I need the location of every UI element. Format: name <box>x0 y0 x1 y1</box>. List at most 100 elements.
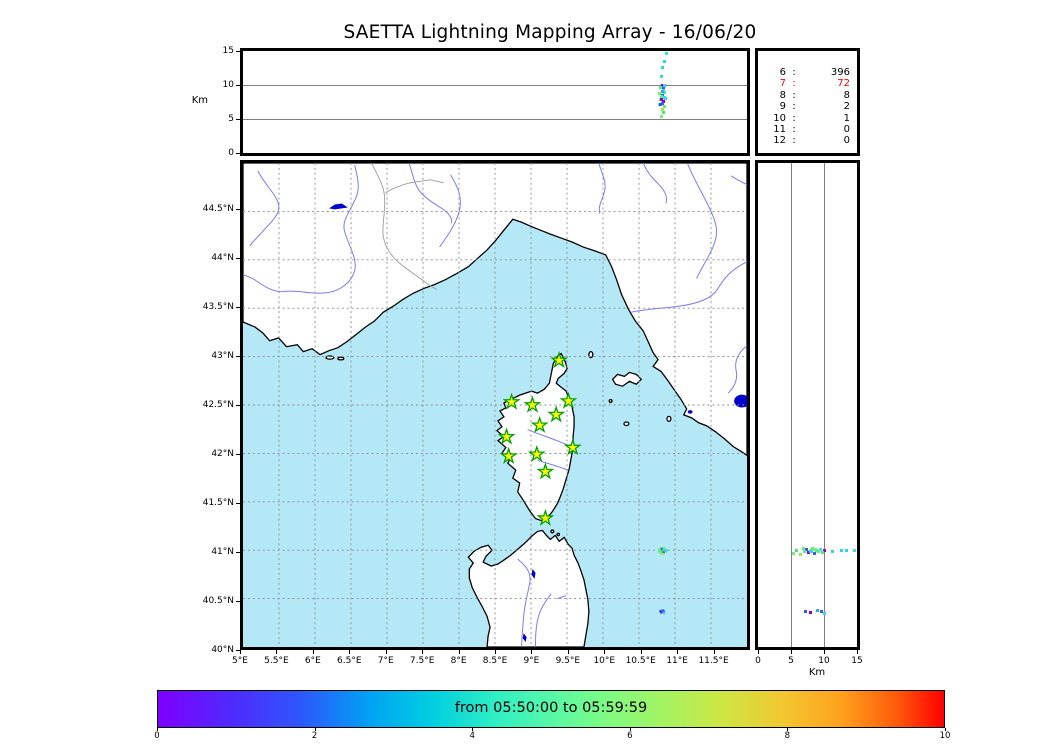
lon-tick-label: 7°E <box>377 656 394 666</box>
lightning-source-point <box>660 551 663 555</box>
river-top-ne <box>642 162 668 204</box>
lightning-source-point <box>661 107 665 111</box>
axis-tick <box>945 728 946 731</box>
lon-tick-label: 5.5°E <box>264 656 289 666</box>
altitude-tick-label: 10 <box>818 656 830 666</box>
station-count-row: 9: 2 <box>758 101 857 112</box>
lightning-source-point <box>820 550 824 554</box>
lightning-source-point <box>806 550 810 554</box>
axis-tick <box>531 650 533 654</box>
lightning-source-point <box>659 548 662 552</box>
lat-tick-label: 44°N <box>211 253 234 263</box>
axis-tick <box>236 356 240 357</box>
altitude-gridline <box>243 85 747 86</box>
lightning-source-point <box>664 52 668 56</box>
axis-tick <box>240 650 241 654</box>
lat-tick-label: 43.5°N <box>202 302 234 312</box>
separator: : <box>792 78 796 90</box>
axis-tick <box>713 650 715 654</box>
axis-tick <box>276 650 278 654</box>
axis-tick <box>236 119 240 120</box>
separator: : <box>792 89 796 101</box>
lightning-source-point <box>822 611 826 615</box>
top-panel-y-axis-label: Km <box>191 95 208 106</box>
lightning-source-point <box>663 60 667 64</box>
lma-station-star <box>499 446 518 464</box>
lightning-source-point <box>812 551 816 555</box>
lon-tick-label: 8.5°E <box>482 656 508 666</box>
lightning-source-point <box>811 546 815 550</box>
lma-station-star <box>536 508 555 526</box>
axis-tick <box>236 405 240 406</box>
colorbar-tick-label: 6 <box>627 731 633 741</box>
lake-coghinas <box>531 568 536 579</box>
lightning-source-point <box>660 65 664 69</box>
river-sardinia-a <box>517 558 531 648</box>
axis-tick <box>312 650 314 654</box>
lat-tick-label: 41.5°N <box>202 498 234 508</box>
separator: : <box>792 67 796 78</box>
lon-tick-label: 9°E <box>523 656 540 666</box>
axis-tick <box>458 650 460 654</box>
lightning-source-point <box>658 92 662 96</box>
lightning-source-point <box>661 86 665 90</box>
station-source-count: 72 <box>837 78 850 90</box>
lma-station-star <box>563 438 582 456</box>
axis-tick <box>677 650 679 654</box>
colorbar-tick-label: 0 <box>154 731 160 741</box>
station-id: 11 <box>773 124 786 136</box>
axis-tick <box>787 728 789 731</box>
lightning-source-point <box>660 610 663 614</box>
lightning-source-point <box>659 102 663 106</box>
lightning-source-point <box>802 546 806 550</box>
axis-tick <box>236 650 240 651</box>
axis-tick <box>236 209 240 210</box>
lon-tick-label: 11.5°E <box>698 656 729 666</box>
station-count-row: 11: 0 <box>758 124 857 135</box>
axis-tick <box>791 650 792 654</box>
station-count-row: 10: 1 <box>758 113 857 124</box>
lightning-source-point <box>659 95 663 99</box>
orbetello-lagoon <box>687 410 693 414</box>
lake-serre-poncon <box>328 203 348 210</box>
lightning-source-point <box>660 547 664 551</box>
lightning-source-point <box>803 549 807 553</box>
elba-island <box>611 371 643 387</box>
lightning-source-point <box>819 609 823 613</box>
lightning-source-point <box>818 547 822 551</box>
station-count-row: 7: 72 <box>758 78 857 89</box>
separator: : <box>792 101 796 113</box>
map-panel <box>240 160 750 650</box>
lma-station-star <box>497 427 516 445</box>
lightning-source-point <box>804 609 808 613</box>
lightning-source-point <box>662 546 666 550</box>
maddalena-islet-2 <box>556 532 561 537</box>
capraia-island <box>588 351 594 359</box>
lightning-source-point <box>839 548 843 552</box>
colorbar-tick-label: 8 <box>784 731 791 741</box>
axis-tick <box>629 728 631 731</box>
station-id: 7 <box>779 78 786 90</box>
station-source-count: 0 <box>843 124 850 136</box>
station-source-count: 2 <box>843 101 850 113</box>
lightning-source-point <box>844 548 848 552</box>
altitude-tick-label: 15 <box>851 656 863 666</box>
lon-tick-label: 7.5°E <box>409 656 435 666</box>
river-rhone-tributary <box>249 170 280 247</box>
station-count-row: 8:8 <box>758 90 857 101</box>
axis-tick <box>604 650 606 654</box>
maddalena-islet <box>550 529 555 534</box>
station-id: 8 <box>779 89 786 101</box>
river-right-edge <box>730 175 748 186</box>
lightning-source-point <box>657 549 661 553</box>
axis-tick <box>236 454 240 455</box>
lightning-source-point <box>852 548 856 552</box>
lake-bolsena <box>734 394 750 408</box>
lightning-source-point <box>804 547 808 551</box>
lon-tick-label: 10°E <box>593 656 616 666</box>
lat-tick-label: 41°N <box>211 547 234 557</box>
altitude-gridline <box>243 119 747 120</box>
river-po-tributary <box>687 163 717 279</box>
lightning-source-point <box>661 90 665 94</box>
axis-tick <box>236 85 240 86</box>
